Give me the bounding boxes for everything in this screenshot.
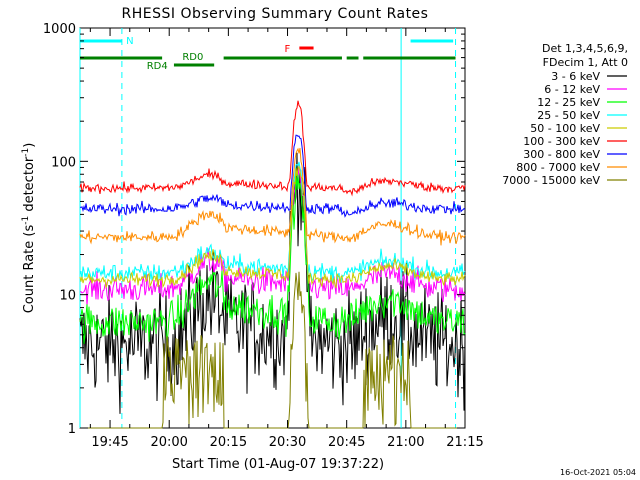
y-tick-label: 1	[68, 422, 76, 437]
flag-label: RD4	[147, 61, 168, 72]
y-axis-label-part: )	[22, 143, 37, 148]
flag-label: RD0	[182, 52, 203, 63]
legend-label: 6 - 12 keV	[544, 83, 600, 96]
series-line	[79, 100, 466, 197]
flag-bars: N F RD0 RD4	[80, 36, 456, 72]
y-axis-ticks: 1 10 100 1000	[43, 22, 465, 437]
legend-label: 25 - 50 keV	[537, 109, 600, 122]
y-axis-label: Count Rate (s-1 detector-1)	[21, 143, 37, 314]
y-axis-label-part: detector	[22, 156, 37, 216]
y-tick-label: 100	[51, 155, 76, 170]
series-line	[79, 165, 466, 290]
y-axis-label-exponent: -1	[21, 148, 31, 157]
y-tick-label: 1000	[43, 22, 76, 37]
x-tick-label: 20:30	[269, 435, 306, 450]
legend-label: 3 - 6 keV	[551, 70, 600, 83]
x-tick-label: 21:00	[387, 435, 424, 450]
x-tick-label: 20:00	[150, 435, 187, 450]
legend-label: 100 - 300 keV	[523, 135, 600, 148]
legend-title-line: Det 1,3,4,5,6,9,	[542, 42, 628, 55]
generation-timestamp: 16-Oct-2021 05:04	[560, 468, 636, 477]
legend-label: 800 - 7000 keV	[516, 161, 600, 174]
series-line	[79, 171, 466, 345]
legend-label: 300 - 800 keV	[523, 148, 600, 161]
legend-label: 50 - 100 keV	[530, 122, 600, 135]
legend-label: 7000 - 15000 keV	[502, 174, 600, 187]
series-line	[79, 161, 466, 284]
x-tick-label: 20:45	[328, 435, 365, 450]
series-lines	[79, 100, 466, 429]
x-tick-label: 19:45	[91, 435, 128, 450]
series-line	[79, 164, 466, 307]
y-axis-label-exponent: -1	[21, 216, 31, 225]
y-tick-label: 10	[59, 289, 76, 304]
chart-title: RHESSI Observing Summary Count Rates	[122, 6, 429, 22]
legend-title-line: FDecim 1, Att 0	[543, 56, 628, 69]
x-axis-label: Start Time (01-Aug-07 19:37:22)	[172, 457, 384, 472]
legend: Det 1,3,4,5,6,9, FDecim 1, Att 0 3 - 6 k…	[502, 42, 628, 187]
series-line	[79, 134, 466, 218]
orbit-boundary-lines	[79, 28, 457, 428]
flag-label: F	[284, 44, 290, 55]
x-axis-ticks: 19:45 20:00 20:15 20:30 20:45 21:00 21:15	[89, 28, 484, 450]
x-tick-label: 21:15	[446, 435, 483, 450]
y-axis-label-part: Count Rate (s	[22, 225, 37, 314]
flag-label: N	[126, 36, 133, 47]
legend-label: 12 - 25 keV	[537, 96, 600, 109]
series-line	[80, 271, 465, 429]
x-tick-label: 20:15	[210, 435, 247, 450]
plot-area: N F RD0 RD4 1 10 100 1000 19:45 20:00 20:15 20:30…	[43, 22, 484, 450]
series-line	[79, 147, 466, 246]
